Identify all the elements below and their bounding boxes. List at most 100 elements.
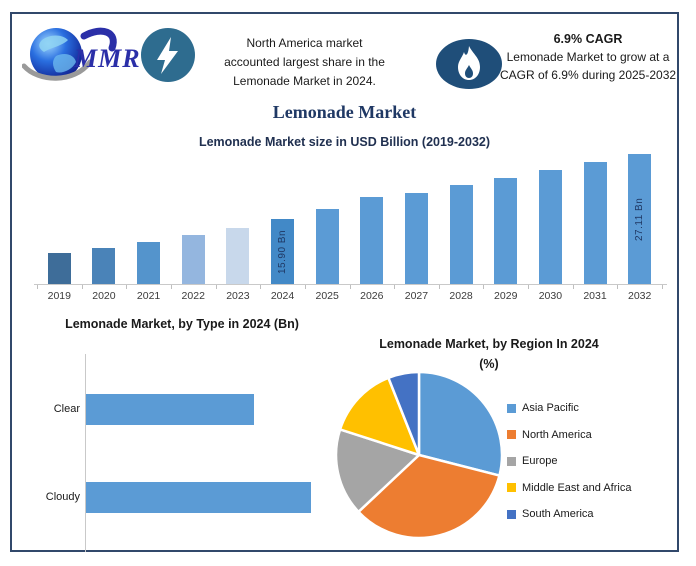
type-bar-cloudy	[86, 482, 311, 513]
bar-2029	[494, 178, 518, 284]
legend-label: South America	[522, 508, 594, 520]
x-axis-tick	[438, 285, 440, 289]
x-axis-tick	[662, 285, 663, 289]
bar-2020	[92, 248, 116, 284]
bar-column-2028	[439, 185, 484, 284]
legend-item-middle-east-and-africa: Middle East and Africa	[507, 481, 631, 495]
bar-column-2021	[126, 242, 171, 284]
main-chart-x-axis	[34, 284, 667, 285]
bar-2026	[360, 197, 384, 284]
legend-item-europe: Europe	[507, 454, 557, 468]
pie-slice-asia-pacific	[417, 370, 504, 477]
pie-title-unit: (%)	[479, 357, 499, 371]
bar-2032: 27.11 Bn	[628, 154, 652, 284]
x-axis-tick	[572, 285, 574, 289]
type-chart-title: Lemonade Market, by Type in 2024 (Bn)	[65, 317, 299, 331]
bar-column-2030	[528, 170, 573, 284]
bar-2028	[449, 185, 473, 284]
highlight-north-america: North America market accounted largest s…	[202, 34, 407, 91]
x-axis-tick	[394, 285, 396, 289]
pie-chart-title: Lemonade Market, by Region In 2024 (%)	[329, 334, 649, 374]
x-axis-tick	[483, 285, 485, 289]
legend-label: North America	[522, 428, 592, 441]
pie-slice-south-america	[387, 370, 421, 457]
x-tick-label-2022: 2022	[181, 290, 205, 302]
bar-2023	[226, 228, 250, 284]
mmr-logo-text: MMR	[74, 44, 141, 73]
bar-2019	[47, 253, 71, 284]
bar-column-2023	[216, 228, 261, 284]
legend-marker-icon	[507, 403, 516, 413]
x-tick-label-2024: 2024	[270, 290, 295, 302]
main-bar-plot: 15.90 Bn 27.11 Bn	[37, 144, 662, 284]
legend-item-north-america: North America	[507, 428, 592, 442]
x-tick-label-2019: 2019	[47, 290, 71, 302]
bar-data-label-2024: 15.90 Bn	[277, 229, 289, 274]
bar-column-2025	[305, 209, 350, 284]
bar-column-2024: 15.90 Bn	[260, 219, 305, 284]
highlight-line-1: North America market	[246, 36, 363, 50]
bar-data-label-2032: 27.11 Bn	[634, 197, 646, 241]
legend-item-south-america: South America	[507, 507, 594, 521]
bar-2030	[538, 170, 562, 284]
bar-column-2020	[82, 248, 127, 284]
highlight-line-2: accounted largest share in the	[224, 55, 385, 69]
page-title: Lemonade Market	[272, 102, 417, 122]
x-tick-label-2025: 2025	[315, 290, 339, 302]
legend-marker-icon	[507, 456, 516, 466]
type-label-clear: Clear	[53, 403, 80, 415]
legend-label: Middle East and Africa	[522, 481, 632, 494]
bar-column-2027	[394, 193, 439, 284]
legend-marker-icon	[507, 509, 516, 519]
x-tick-label-2023: 2023	[226, 290, 250, 302]
x-tick-label-2028: 2028	[449, 290, 473, 302]
x-axis-tick	[349, 285, 351, 289]
main-chart-title: Lemonade Market size in USD Billion (201…	[198, 135, 491, 149]
legend-label: Asia Pacific	[522, 402, 579, 414]
highlight-cagr: 6.9% CAGR Lemonade Market to grow at a C…	[494, 32, 682, 84]
bar-2025	[315, 209, 339, 284]
x-tick-label-2020: 2020	[92, 290, 116, 302]
bar-column-2032: 27.11 Bn	[617, 154, 662, 284]
infographic-frame: MMR North America market accounted large…	[10, 12, 679, 552]
x-tick-label-2031: 2031	[583, 290, 607, 302]
x-axis-tick	[126, 285, 128, 289]
highlight-line-3: Lemonade Market in 2024.	[233, 74, 376, 88]
pie-title-line: Lemonade Market, by Region In 2024	[379, 337, 599, 351]
lightning-icon	[141, 28, 195, 82]
x-axis-tick	[170, 285, 172, 289]
x-tick-label-2030: 2030	[538, 290, 563, 302]
x-axis-tick	[617, 285, 619, 289]
type-label-cloudy: Cloudy	[45, 491, 80, 503]
x-axis-tick	[81, 285, 83, 289]
bar-2031	[583, 162, 607, 284]
pie-slice-middle-east-and-africa	[338, 376, 421, 457]
x-axis-tick	[260, 285, 262, 289]
globe-icon	[21, 27, 117, 81]
legend-marker-icon	[507, 430, 516, 439]
legend-label: Europe	[522, 455, 558, 467]
legend-marker-icon	[507, 483, 516, 492]
type-bar-clear	[86, 394, 254, 425]
bar-2021	[137, 242, 161, 284]
flame-icon	[436, 39, 502, 89]
x-tick-label-2029: 2029	[494, 290, 518, 302]
mmr-logo: MMR	[21, 22, 142, 86]
bar-2027	[404, 193, 428, 284]
bar-column-2019	[37, 253, 82, 284]
cagr-line-1: Lemonade Market to grow at a	[506, 50, 670, 64]
bar-2022	[181, 235, 205, 284]
cagr-title: 6.9% CAGR	[553, 32, 623, 46]
cagr-line-2: CAGR of 6.9% during 2025-2032	[499, 68, 677, 82]
x-tick-label-2021: 2021	[136, 290, 161, 302]
bar-2024: 15.90 Bn	[271, 219, 295, 284]
pie-slice-north-america	[357, 453, 501, 540]
bar-column-2029	[483, 178, 528, 284]
x-axis-tick	[304, 285, 306, 289]
x-tick-label-2027: 2027	[404, 290, 429, 302]
x-axis-tick	[528, 285, 530, 289]
type-chart-y-axis	[85, 354, 86, 552]
x-axis-tick	[215, 285, 217, 289]
pie-slice-europe	[334, 428, 421, 514]
region-pie-chart	[334, 370, 504, 540]
